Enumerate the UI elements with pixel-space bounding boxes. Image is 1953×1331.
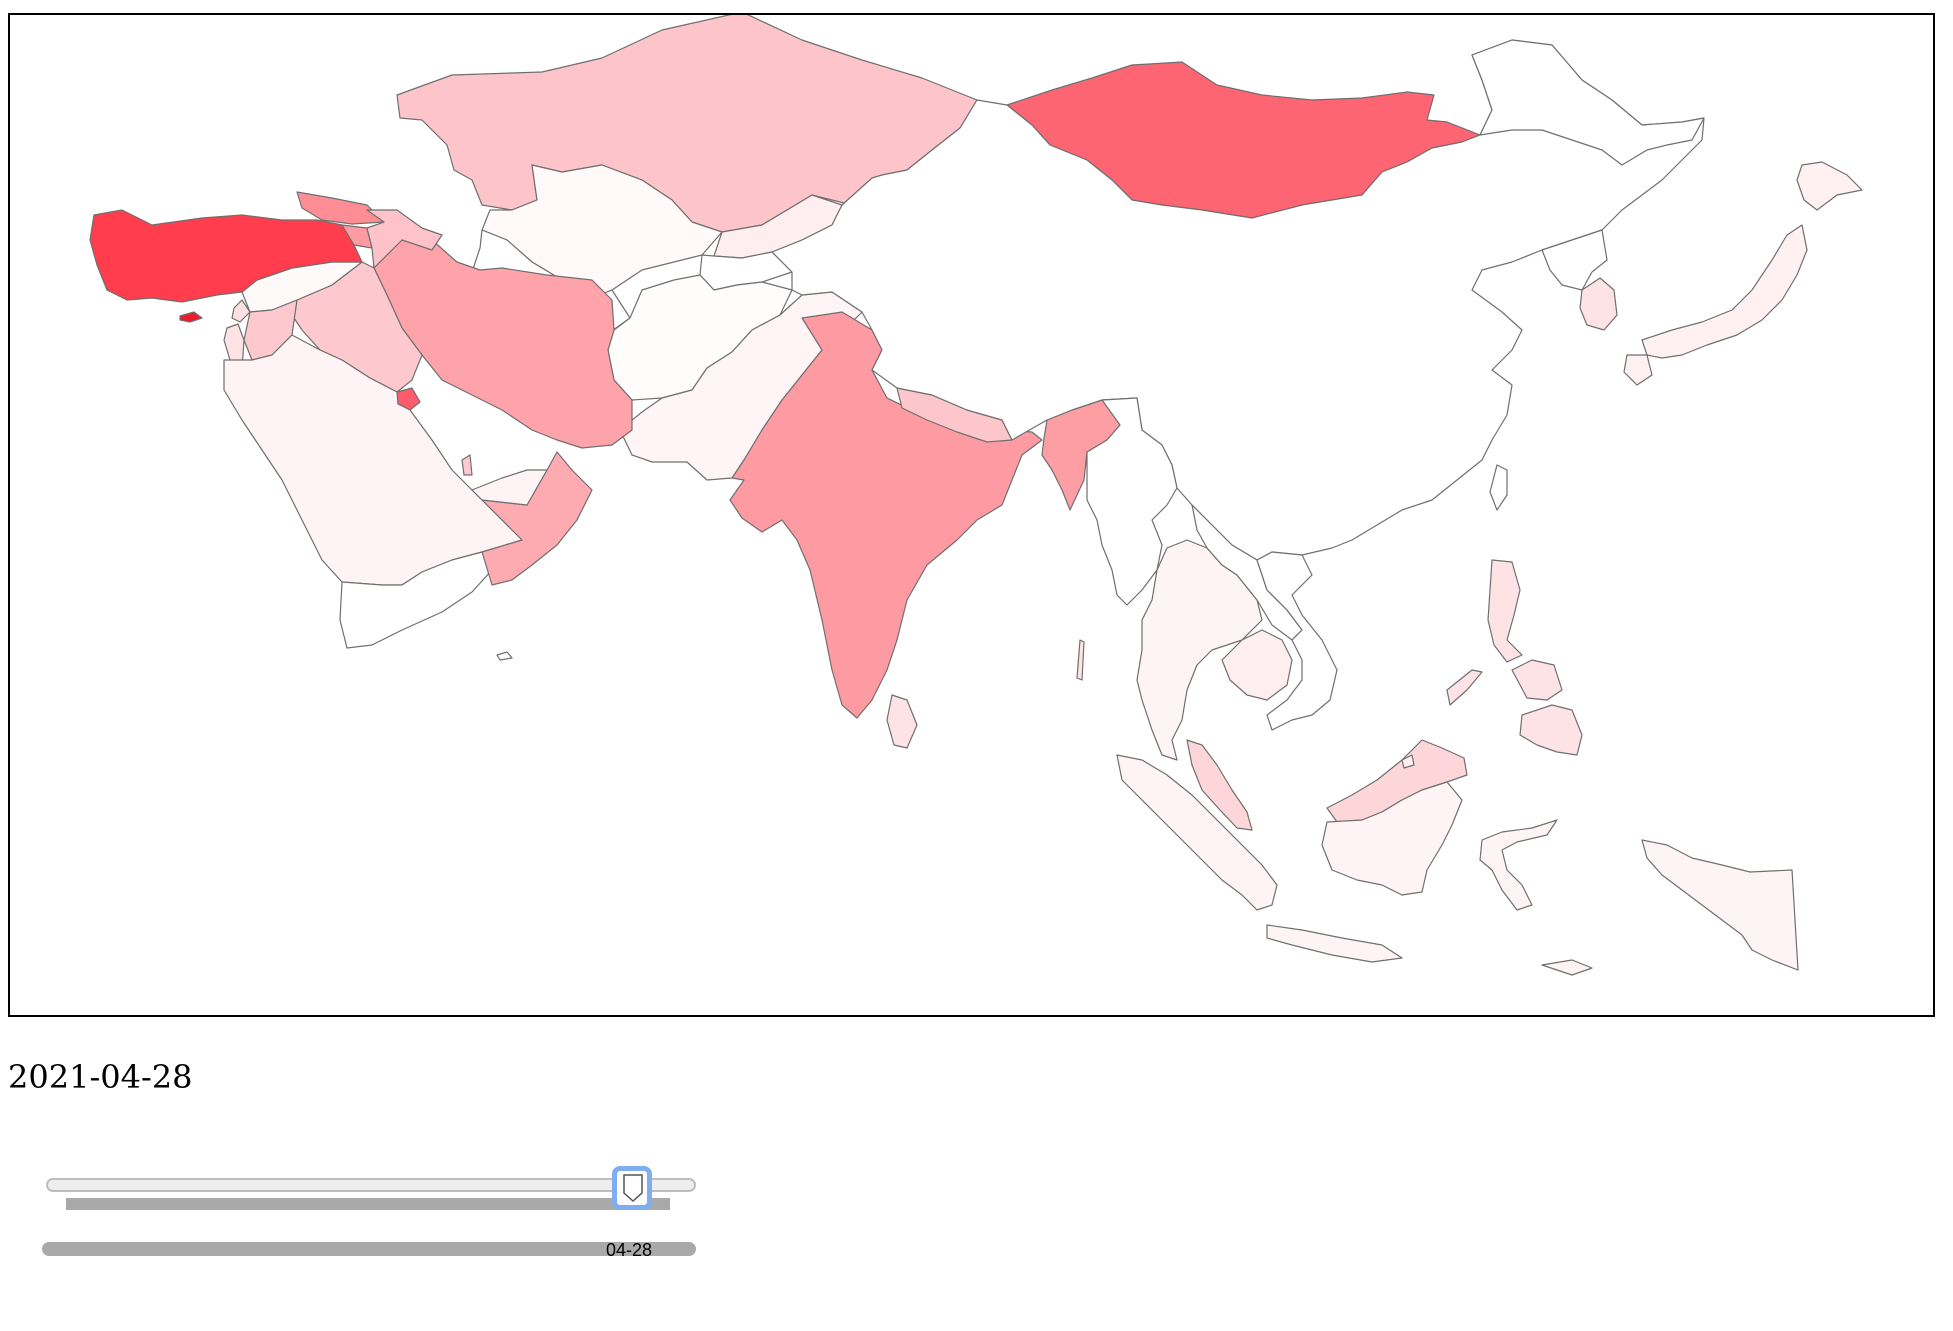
country-japan-honshu[interactable] <box>1641 224 1808 359</box>
country-uzbekistan[interactable] <box>481 164 723 301</box>
country-philippines-mindanao[interactable] <box>1519 704 1583 756</box>
country-maldives <box>496 651 513 661</box>
country-indonesia-java[interactable] <box>1266 924 1403 963</box>
country-timor[interactable] <box>1541 959 1593 976</box>
country-sri-lanka[interactable] <box>886 694 918 749</box>
country-south-korea[interactable] <box>1579 277 1618 331</box>
country-china[interactable] <box>771 39 1705 561</box>
country-andaman-islands <box>1076 639 1085 681</box>
slider-handle-icon <box>623 1174 643 1203</box>
date-slider[interactable]: 04-28 <box>40 1160 700 1270</box>
country-iraq[interactable] <box>291 261 423 393</box>
country-oman[interactable] <box>481 451 593 586</box>
country-yemen[interactable] <box>339 551 493 649</box>
slider-value-label: 04-28 <box>606 1240 653 1260</box>
slider-range-fill <box>66 1198 670 1210</box>
country-uae[interactable] <box>471 469 548 506</box>
country-georgia[interactable] <box>296 191 385 225</box>
country-indonesia-borneo[interactable] <box>1321 781 1463 896</box>
country-indonesia-sulawesi[interactable] <box>1479 819 1558 911</box>
country-azerbaijan[interactable] <box>366 209 443 269</box>
country-indonesia-sumatra[interactable] <box>1116 754 1278 911</box>
country-japan-hokkaido[interactable] <box>1796 161 1863 211</box>
current-date-label: 2021-04-28 <box>8 1058 193 1096</box>
country-philippines-palawan[interactable] <box>1446 669 1483 706</box>
slider-tick-bar <box>42 1242 696 1256</box>
country-iran[interactable] <box>371 224 633 449</box>
slider-track[interactable] <box>46 1178 696 1192</box>
country-cyprus[interactable] <box>179 311 203 323</box>
country-vietnam[interactable] <box>1256 551 1338 731</box>
country-russia[interactable] <box>1471 39 1705 166</box>
choropleth-map[interactable] <box>8 13 1935 1017</box>
slider-handle[interactable] <box>612 1166 652 1210</box>
country-indonesia-papua[interactable] <box>1641 839 1799 971</box>
country-philippines-luzon[interactable] <box>1487 559 1523 663</box>
country-turkey[interactable] <box>89 209 363 303</box>
country-myanmar[interactable] <box>1086 397 1178 606</box>
country-malaysia[interactable] <box>1186 739 1253 831</box>
country-brunei[interactable] <box>1401 754 1415 769</box>
country-japan-kyushu[interactable] <box>1623 354 1653 386</box>
country-qatar[interactable] <box>461 454 473 476</box>
country-philippines-visayas[interactable] <box>1511 659 1563 701</box>
country-lebanon[interactable] <box>231 299 251 323</box>
country-cambodia[interactable] <box>1221 629 1293 701</box>
country-taiwan[interactable] <box>1489 464 1508 511</box>
country-north-korea[interactable] <box>1541 229 1608 291</box>
